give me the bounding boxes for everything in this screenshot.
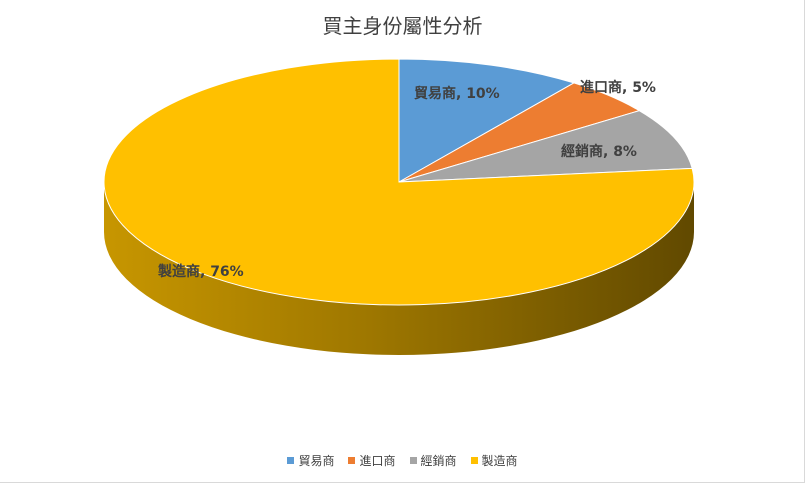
data-label-經銷商: 經銷商, 8% [561,143,637,160]
chart-legend: 貿易商 進口商 經銷商 製造商 [0,452,805,469]
legend-label: 進口商 [359,454,396,468]
pie-slice-經銷商 [398,110,693,183]
data-label-貿易商: 貿易商, 10% [414,85,500,102]
pie-side-製造商 [104,182,694,355]
chart-title: 買主身份屬性分析 [322,14,483,38]
pie-slice-貿易商 [398,58,576,183]
legend-item-進口商: 進口商 [348,452,396,469]
legend-swatch [348,457,356,464]
legend-swatch [470,457,478,464]
legend-item-經銷商: 經銷商 [409,452,457,469]
pie-slice-製造商 [103,58,695,306]
data-label-製造商: 製造商, 76% [157,263,244,280]
legend-swatch [409,457,417,464]
data-label-進口商: 進口商, 5% [580,79,656,96]
legend-item-貿易商: 貿易商 [287,452,334,469]
legend-label: 貿易商 [298,454,335,468]
legend-label: 製造商 [481,454,518,468]
legend-label: 經銷商 [420,454,457,468]
legend-item-製造商: 製造商 [470,452,518,469]
legend-swatch [287,457,295,464]
